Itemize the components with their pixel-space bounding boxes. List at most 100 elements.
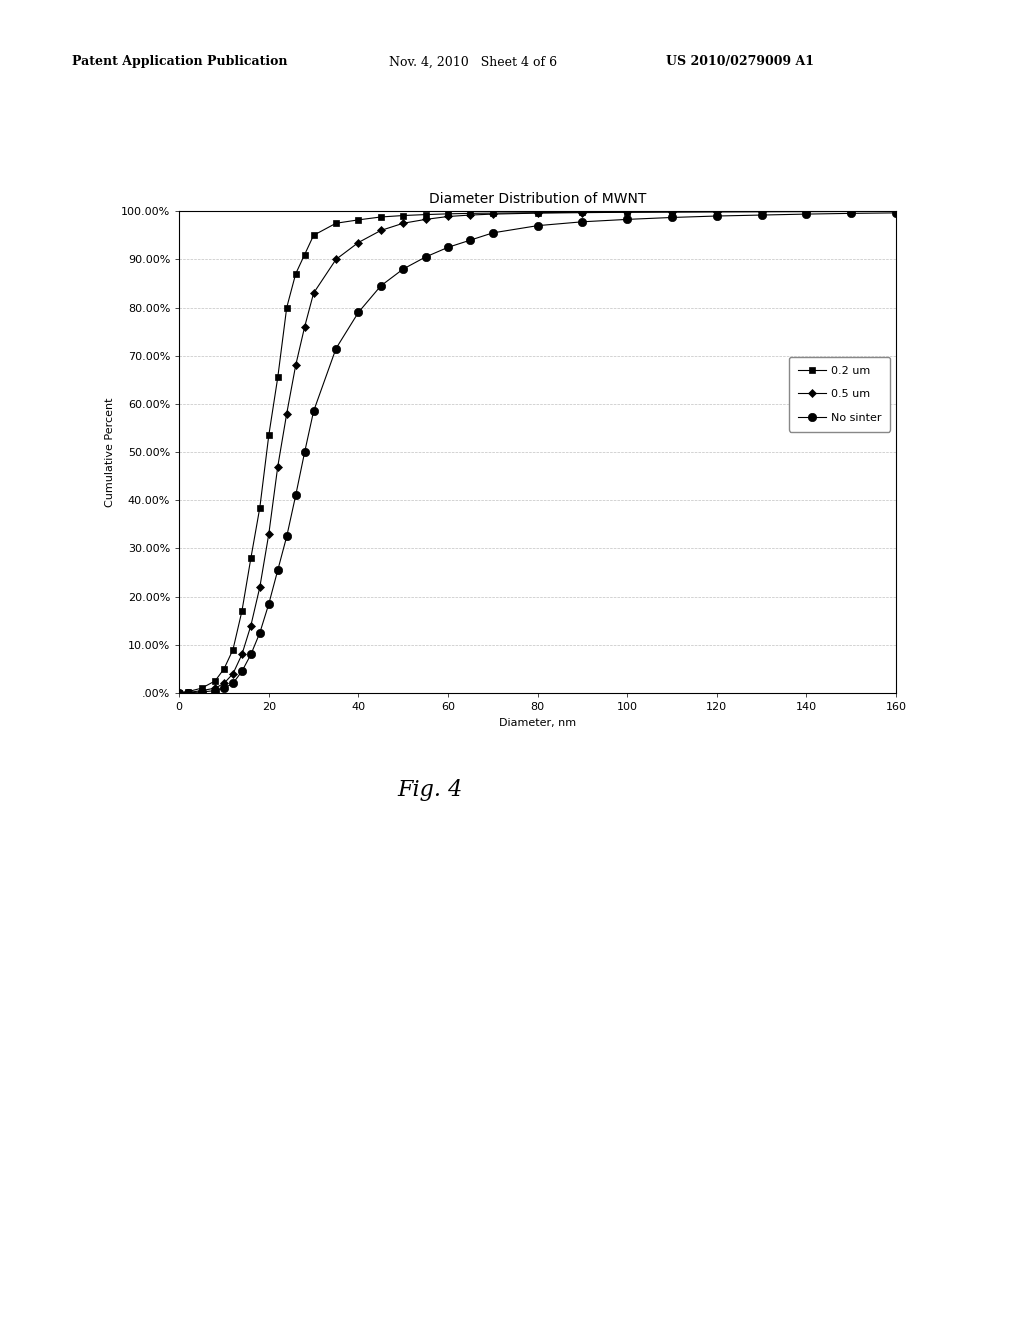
Title: Diameter Distribution of MWNT: Diameter Distribution of MWNT: [429, 191, 646, 206]
No sinter: [182, 685, 195, 701]
0.2 um: [577, 205, 589, 220]
Text: Patent Application Publication: Patent Application Publication: [72, 55, 287, 69]
0.5 um: [290, 358, 302, 374]
0.5 um: [173, 685, 185, 701]
No sinter: [196, 684, 208, 700]
0.5 um: [711, 203, 723, 219]
No sinter: [531, 218, 544, 234]
No sinter: [711, 209, 723, 224]
0.2 um: [218, 661, 230, 677]
No sinter: [226, 676, 239, 692]
0.2 um: [711, 203, 723, 219]
0.2 um: [271, 370, 284, 385]
No sinter: [330, 341, 342, 356]
No sinter: [845, 206, 857, 222]
Text: Fig. 4: Fig. 4: [397, 779, 463, 801]
No sinter: [245, 647, 257, 663]
0.5 um: [209, 680, 221, 696]
No sinter: [254, 624, 266, 640]
0.5 um: [182, 685, 195, 701]
0.5 um: [196, 682, 208, 698]
No sinter: [352, 305, 365, 321]
No sinter: [397, 261, 410, 277]
Line: No sinter: No sinter: [175, 209, 900, 697]
0.2 um: [299, 247, 311, 263]
No sinter: [290, 487, 302, 503]
0.2 um: [262, 428, 274, 444]
No sinter: [666, 210, 678, 226]
0.2 um: [531, 205, 544, 220]
0.2 um: [756, 203, 768, 219]
0.2 um: [621, 205, 633, 220]
0.2 um: [486, 205, 499, 220]
0.5 um: [666, 205, 678, 220]
0.5 um: [464, 207, 476, 223]
0.5 um: [890, 203, 902, 219]
0.5 um: [218, 676, 230, 692]
No sinter: [218, 680, 230, 696]
No sinter: [271, 562, 284, 578]
No sinter: [209, 682, 221, 698]
0.5 um: [420, 211, 432, 227]
No sinter: [621, 211, 633, 227]
0.2 um: [281, 300, 293, 315]
0.2 um: [464, 206, 476, 222]
Y-axis label: Cumulative Percent: Cumulative Percent: [105, 397, 116, 507]
0.5 um: [262, 527, 274, 543]
No sinter: [262, 595, 274, 611]
0.5 um: [441, 209, 454, 224]
No sinter: [486, 224, 499, 240]
No sinter: [890, 205, 902, 220]
0.2 um: [307, 227, 319, 243]
0.5 um: [245, 618, 257, 634]
No sinter: [236, 664, 248, 680]
0.2 um: [890, 203, 902, 219]
0.2 um: [254, 499, 266, 515]
0.2 um: [666, 203, 678, 219]
X-axis label: Diameter, nm: Diameter, nm: [499, 718, 577, 727]
0.5 um: [330, 252, 342, 268]
0.5 um: [397, 215, 410, 231]
No sinter: [756, 207, 768, 223]
0.5 um: [226, 665, 239, 681]
0.5 um: [486, 206, 499, 222]
0.2 um: [397, 207, 410, 223]
0.5 um: [281, 405, 293, 421]
0.2 um: [441, 206, 454, 222]
No sinter: [307, 403, 319, 418]
No sinter: [299, 444, 311, 461]
0.5 um: [254, 579, 266, 595]
0.5 um: [271, 458, 284, 474]
0.5 um: [236, 647, 248, 663]
No sinter: [420, 249, 432, 265]
0.5 um: [531, 205, 544, 220]
0.2 um: [420, 207, 432, 223]
0.5 um: [299, 319, 311, 335]
0.2 um: [375, 209, 387, 224]
0.5 um: [307, 285, 319, 301]
0.2 um: [209, 673, 221, 689]
Text: US 2010/0279009 A1: US 2010/0279009 A1: [666, 55, 814, 69]
0.2 um: [352, 213, 365, 228]
0.2 um: [182, 684, 195, 700]
0.2 um: [226, 642, 239, 657]
No sinter: [800, 206, 812, 222]
0.5 um: [621, 205, 633, 220]
0.5 um: [800, 203, 812, 219]
0.2 um: [236, 603, 248, 619]
0.2 um: [245, 550, 257, 566]
0.5 um: [756, 203, 768, 219]
No sinter: [375, 279, 387, 294]
0.2 um: [196, 680, 208, 696]
0.2 um: [845, 203, 857, 219]
0.2 um: [800, 203, 812, 219]
0.2 um: [290, 265, 302, 281]
No sinter: [441, 239, 454, 255]
No sinter: [464, 232, 476, 248]
0.2 um: [330, 215, 342, 231]
Line: 0.5 um: 0.5 um: [176, 209, 899, 696]
0.5 um: [352, 235, 365, 251]
0.5 um: [845, 203, 857, 219]
Text: Nov. 4, 2010   Sheet 4 of 6: Nov. 4, 2010 Sheet 4 of 6: [389, 55, 557, 69]
0.5 um: [577, 205, 589, 220]
